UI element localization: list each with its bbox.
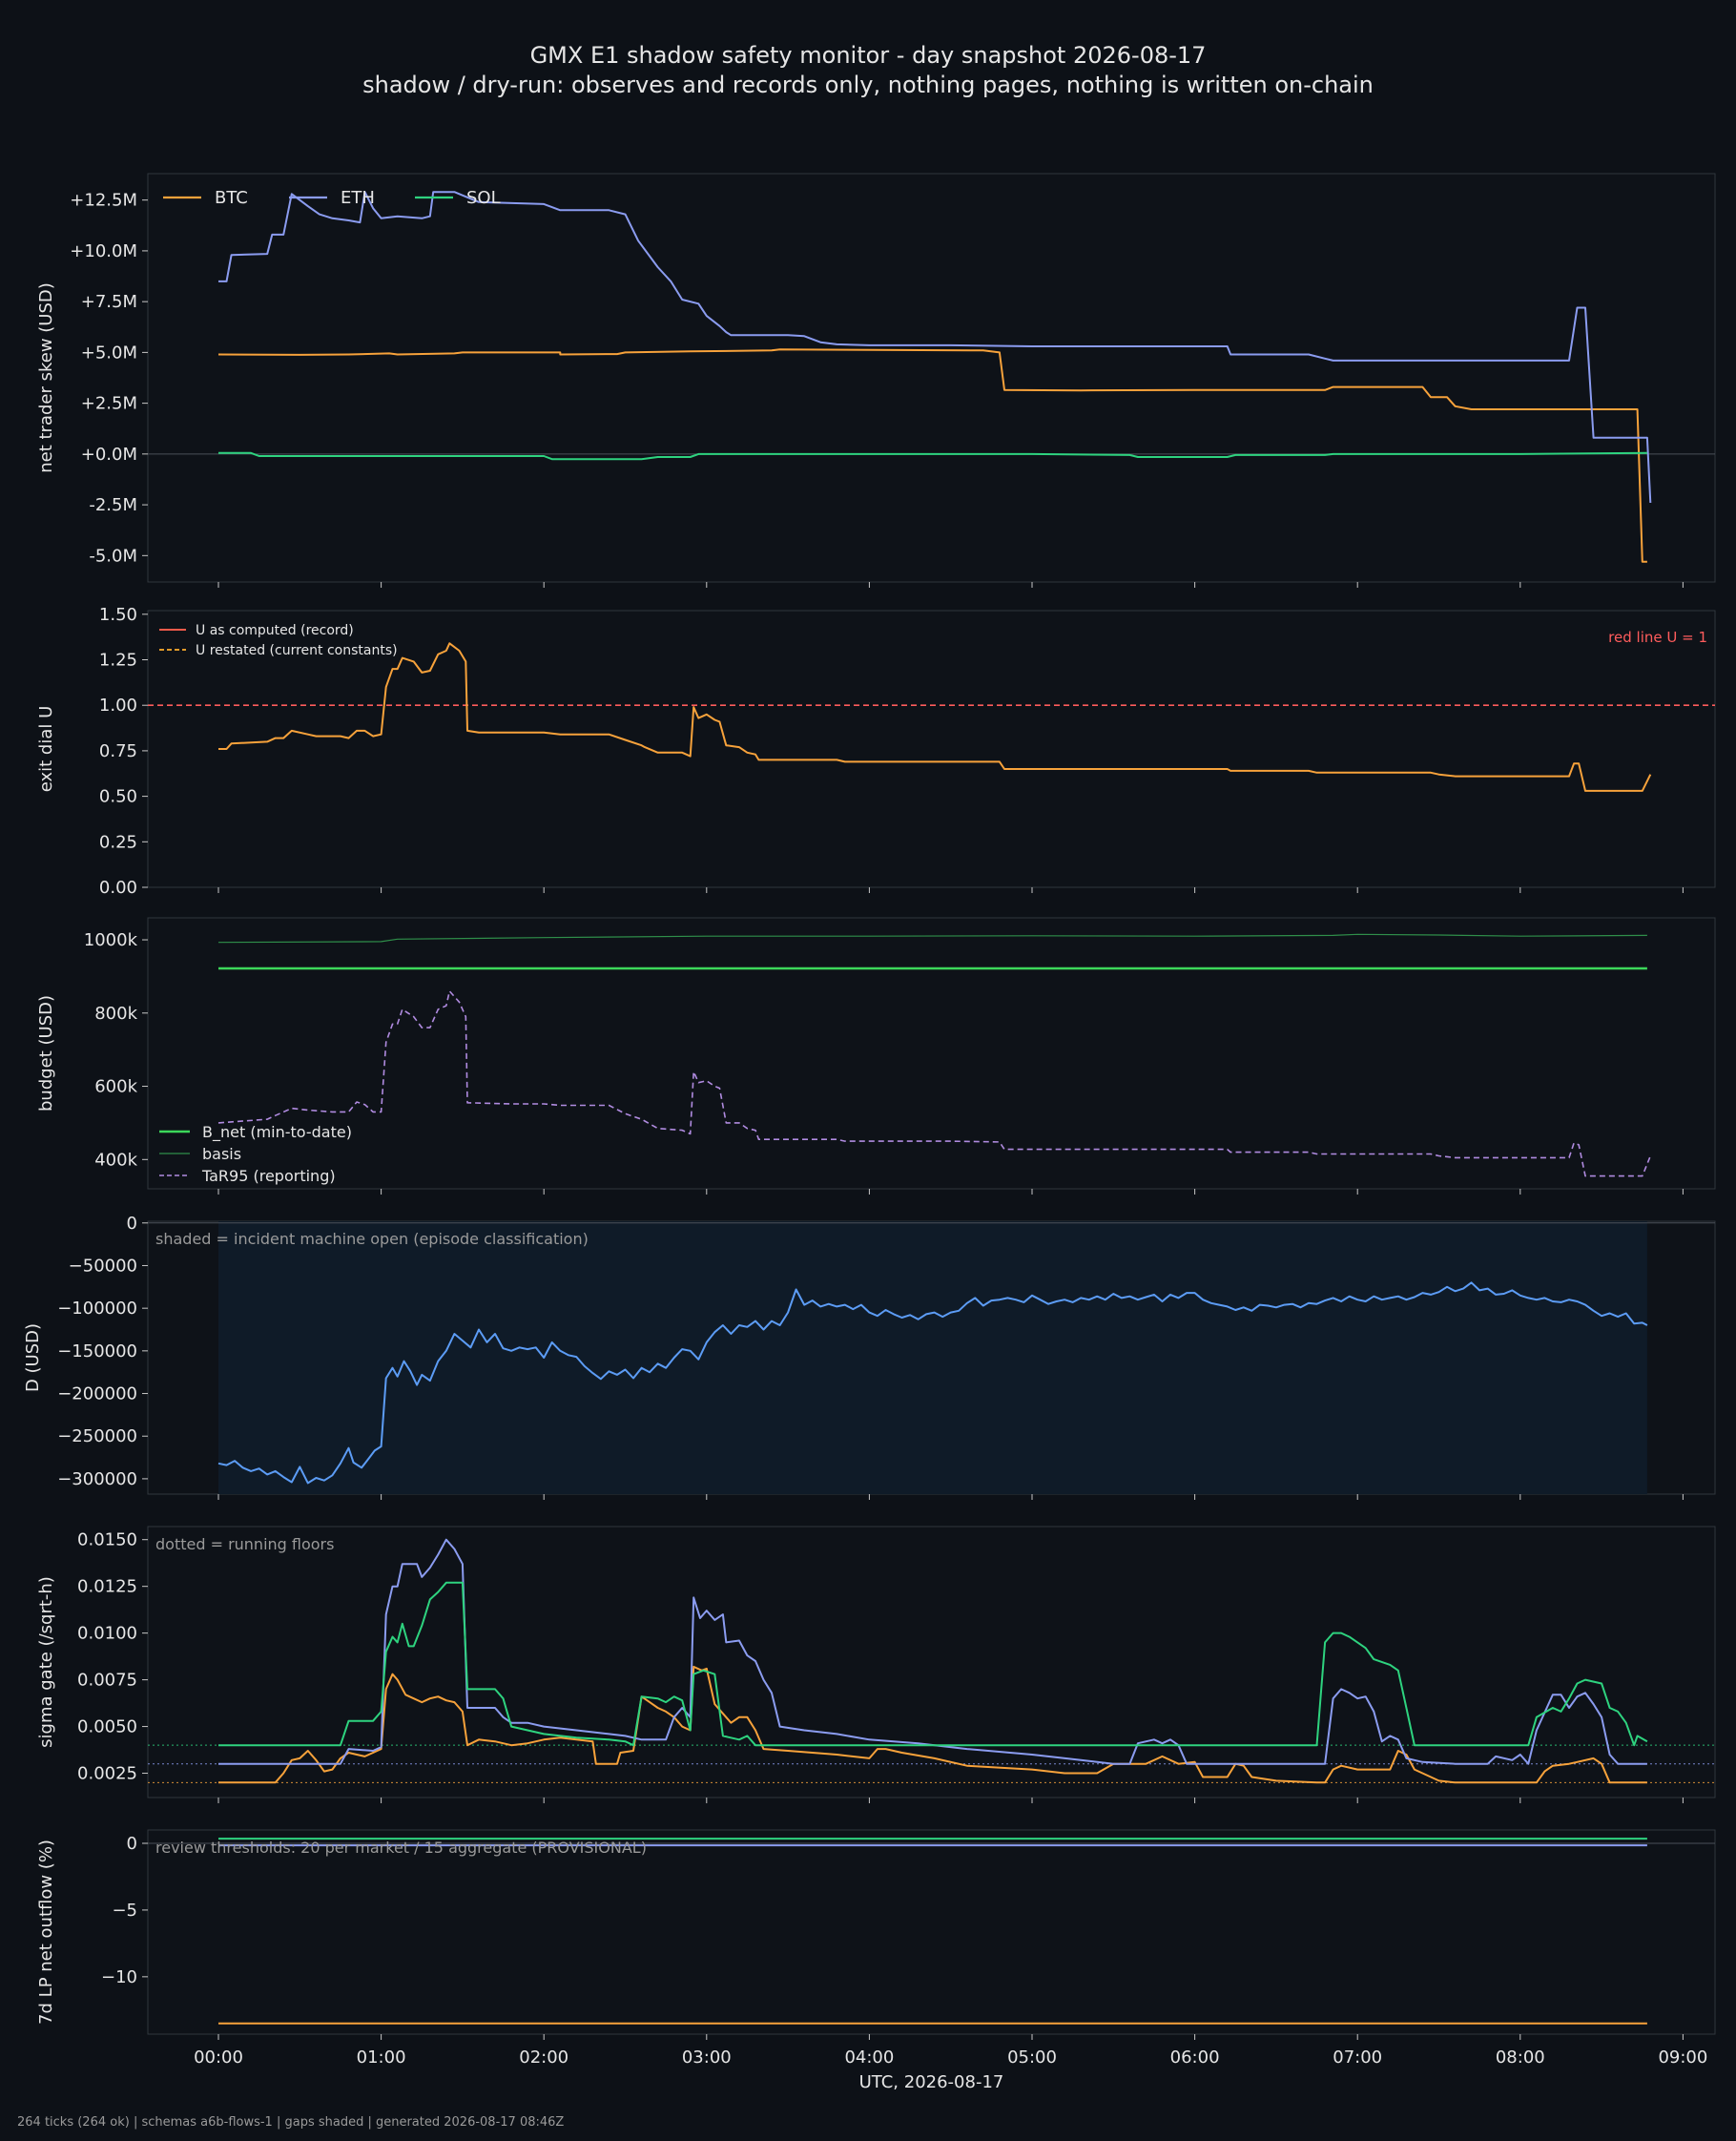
y-tick-label: 1.25 — [99, 651, 137, 671]
y-tick-label: 1000k — [84, 930, 138, 950]
panel-sigma: 0.0150 0.0125 0.0100 0.0075 0.0050 0.0025 sigm… — [36, 1526, 1716, 1803]
legend-label: BTC — [215, 188, 248, 208]
y-tick-label: −150000 — [57, 1341, 137, 1362]
panel-frame — [147, 173, 1716, 583]
y-tick-label: 0.50 — [99, 787, 137, 807]
x-tick-label: 04:00 — [844, 2047, 894, 2068]
x-tick-label: 08:00 — [1496, 2047, 1545, 2068]
series-line-basis — [217, 933, 1647, 944]
x-tick-label: 01:00 — [357, 2047, 406, 2068]
panel-skew: +12.5M +10.0M +7.5M +5.0M +2.5M +0.0M -2.5M -5.… — [36, 173, 1716, 588]
y-tick-label: −100000 — [57, 1299, 137, 1319]
y-axis-label: net trader skew (USD) — [36, 282, 56, 473]
panel-note: shaded = incident machine open (episode … — [155, 1230, 589, 1248]
y-tick-label: 400k — [94, 1150, 137, 1170]
series-line-sol — [218, 1581, 1648, 1747]
panel-outflow: 0 −5 −10 7d LP net outflow (%) review thresh… — [36, 1829, 1716, 2092]
figure-subtitle: shadow / dry-run: observes and records o… — [362, 72, 1374, 98]
legend-label: U as computed (record) — [196, 623, 354, 638]
series-line-d — [217, 1281, 1648, 1485]
x-tick-label: 09:00 — [1658, 2047, 1707, 2068]
legend-label: ETH — [341, 188, 375, 208]
y-tick-label: +2.5M — [81, 394, 137, 414]
series-line-btc — [218, 642, 1652, 792]
y-tick-label: 0 — [127, 1214, 137, 1234]
y-tick-label: 600k — [94, 1077, 137, 1097]
panel-note: review thresholds: 20 per market / 15 ag… — [155, 1839, 647, 1857]
y-tick-label: −5 — [112, 1901, 137, 1921]
panel-exit: 1.50 1.25 1.00 0.75 0.50 0.25 0.00 exit dial U r… — [36, 605, 1716, 898]
y-tick-label: +12.5M — [70, 191, 137, 211]
y-tick-label: 0.0050 — [77, 1717, 137, 1737]
y-tick-label: −300000 — [57, 1469, 137, 1489]
y-tick-label: 1.50 — [99, 605, 137, 625]
x-axis-label: UTC, 2026-08-17 — [859, 2072, 1004, 2092]
red-line-label: red line U = 1 — [1608, 629, 1707, 646]
x-tick-label: 06:00 — [1170, 2047, 1220, 2068]
y-tick-label: +10.0M — [70, 241, 137, 261]
y-tick-label: -2.5M — [89, 495, 137, 515]
series-line-eth — [218, 191, 1652, 504]
y-tick-label: 0.0075 — [77, 1671, 137, 1691]
y-tick-label: 0.0125 — [77, 1577, 137, 1597]
footer-status: 264 ticks (264 ok) | schemas a6b-flows-1… — [17, 2115, 564, 2130]
x-tick-label: 05:00 — [1007, 2047, 1057, 2068]
y-tick-label: 0.75 — [99, 741, 137, 761]
y-axis-label: 7d LP net outflow (%) — [36, 1840, 56, 2025]
legend-label: U restated (current constants) — [196, 643, 398, 658]
y-tick-label: −200000 — [57, 1384, 137, 1404]
y-tick-label: +7.5M — [81, 292, 137, 312]
figure-title: GMX E1 shadow safety monitor - day snaps… — [530, 42, 1207, 69]
series-line-sol — [218, 451, 1647, 461]
y-tick-label: 0.00 — [99, 878, 137, 898]
y-tick-label: 0.25 — [99, 832, 137, 852]
y-axis-label: sigma gate (/sqrt-h) — [36, 1576, 56, 1748]
y-tick-label: 0.0025 — [77, 1764, 137, 1784]
y-tick-label: +0.0M — [81, 445, 137, 465]
y-tick-label: 1.00 — [99, 696, 137, 716]
y-tick-label: 800k — [94, 1004, 137, 1024]
y-tick-label: 0.0150 — [77, 1530, 137, 1550]
panel-frame — [147, 1526, 1716, 1798]
panel-frame — [147, 610, 1716, 888]
y-tick-label: -5.0M — [89, 546, 137, 566]
legend-label: SOL — [466, 188, 501, 208]
panels: +12.5M +10.0M +7.5M +5.0M +2.5M +0.0M -2.5M -5.… — [23, 173, 1716, 2092]
panel-frame — [147, 1829, 1716, 2035]
series-line-btc — [217, 348, 1647, 563]
legend-label: B_net (min-to-date) — [202, 1123, 352, 1142]
y-axis-label: exit dial U — [36, 706, 56, 793]
x-tick-label: 02:00 — [519, 2047, 568, 2068]
legend-label: TaR95 (reporting) — [201, 1167, 336, 1185]
panel-frame — [147, 917, 1716, 1190]
incident-shade — [218, 1221, 1647, 1494]
y-axis-label: budget (USD) — [36, 995, 56, 1112]
series-line-btc — [218, 1665, 1647, 1784]
panel-budget: 1000k 800k 600k 400k budget (USD) B_net (min-… — [36, 917, 1716, 1195]
x-tick-label: 00:00 — [194, 2047, 243, 2068]
legend-label: basis — [202, 1145, 241, 1163]
y-tick-label: 0 — [127, 1834, 137, 1854]
y-tick-label: +5.0M — [81, 343, 137, 363]
x-tick-label: 03:00 — [682, 2047, 732, 2068]
y-tick-label: −50000 — [69, 1256, 137, 1276]
x-tick-label: 07:00 — [1333, 2047, 1382, 2068]
y-tick-label: 0.0100 — [77, 1624, 137, 1644]
panel-d: 0 −50000 −100000 −150000 −200000 −250000 −3000… — [23, 1214, 1716, 1500]
y-axis-label: D (USD) — [23, 1323, 43, 1392]
y-tick-label: −10 — [101, 1967, 137, 1987]
series-line-eth — [218, 1538, 1647, 1765]
y-tick-label: −250000 — [57, 1426, 137, 1446]
panel-note: dotted = running floors — [155, 1535, 334, 1553]
